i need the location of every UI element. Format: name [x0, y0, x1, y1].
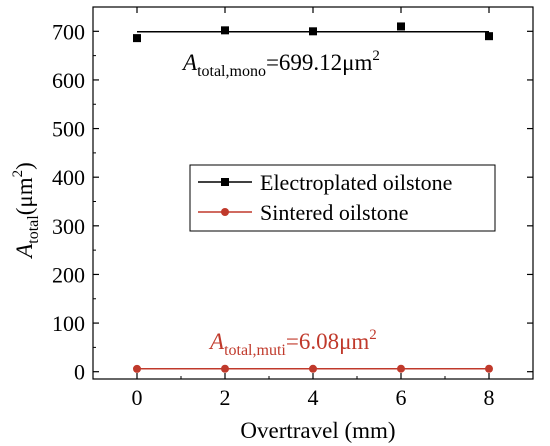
- legend-marker-square: [221, 178, 229, 186]
- x-tick-label: 8: [484, 385, 495, 410]
- y-tick-label: 100: [52, 311, 85, 336]
- data-point: [397, 22, 405, 31]
- data-point: [309, 364, 317, 373]
- legend-item-sintered: Sintered oilstone: [198, 200, 408, 225]
- data-point: [397, 364, 405, 373]
- x-tick-label: 0: [132, 385, 143, 410]
- series-electroplated: [133, 22, 493, 43]
- legend-item-electroplated: Electroplated oilstone: [198, 170, 452, 195]
- legend-label-electroplated: Electroplated oilstone: [260, 170, 452, 195]
- legend-box: [189, 164, 496, 232]
- data-point: [485, 32, 493, 41]
- legend-marker-circle: [221, 208, 229, 216]
- y-tick-label: 700: [52, 19, 85, 44]
- annotation-mono: Atotal,mono=699.12μm2: [181, 48, 380, 80]
- x-tick-label: 4: [308, 385, 319, 410]
- annotation-muti: Atotal,muti=6.08μm2: [208, 327, 377, 359]
- legend-label-sintered: Sintered oilstone: [260, 200, 408, 225]
- y-tick-label: 600: [52, 68, 85, 93]
- data-point: [221, 364, 229, 373]
- y-axis-ticks: 0 100 200 300 400 500 600 700: [52, 19, 533, 385]
- data-point: [309, 27, 317, 36]
- y-axis-label: Atotal(μm2): [10, 162, 42, 260]
- y-tick-label: 500: [52, 117, 85, 142]
- data-point: [133, 34, 141, 43]
- y-tick-label: 300: [52, 214, 85, 239]
- x-axis-label: Overtravel (mm): [240, 418, 395, 443]
- y-tick-label: 0: [74, 360, 85, 385]
- series-sintered: [133, 364, 493, 373]
- x-axis-ticks: 0 2 4 6 8: [132, 7, 495, 410]
- y-tick-label: 400: [52, 165, 85, 190]
- legend: Electroplated oilstone Sintered oilstone: [189, 164, 496, 232]
- y-tick-label: 200: [52, 262, 85, 287]
- data-point: [133, 364, 141, 373]
- x-tick-label: 2: [220, 385, 231, 410]
- data-point: [485, 364, 493, 373]
- series-layer: [133, 22, 493, 373]
- x-tick-label: 6: [396, 385, 407, 410]
- data-point: [221, 26, 229, 35]
